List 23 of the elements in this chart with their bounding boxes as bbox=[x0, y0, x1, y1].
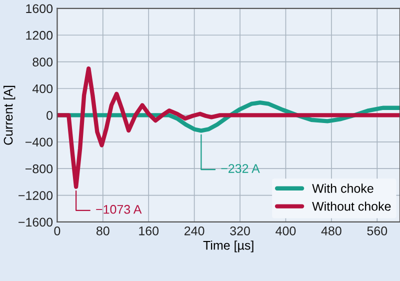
x-axis-title: Time [µs] bbox=[203, 240, 254, 252]
y-tick-label: 0 bbox=[46, 111, 53, 120]
x-tick-label: 480 bbox=[321, 226, 342, 236]
y-tick-label: −1200 bbox=[18, 191, 53, 200]
x-tick-label: 240 bbox=[184, 226, 204, 236]
legend-label: Without choke bbox=[312, 202, 391, 211]
x-tick-label: 400 bbox=[276, 226, 296, 236]
x-tick-label: 80 bbox=[96, 226, 110, 236]
annotation: −232 A bbox=[221, 164, 260, 173]
legend-label: With choke bbox=[312, 184, 374, 193]
x-tick-label: 320 bbox=[230, 226, 250, 236]
y-tick-label: 800 bbox=[32, 58, 53, 66]
y-tick-label: 1200 bbox=[26, 30, 53, 40]
x-tick-label: 560 bbox=[367, 226, 388, 236]
x-tick-label: 160 bbox=[139, 226, 159, 236]
y-axis-title: Current [A] bbox=[4, 86, 16, 145]
annotation: −1073 A bbox=[96, 204, 142, 214]
y-tick-label: −400 bbox=[25, 138, 53, 147]
y-tick-label: −800 bbox=[25, 164, 53, 174]
y-tick-label: 1600 bbox=[26, 4, 53, 14]
y-tick-label: 400 bbox=[32, 84, 53, 94]
y-tick-label: −1600 bbox=[18, 218, 53, 227]
x-tick-label: 0 bbox=[54, 226, 60, 236]
